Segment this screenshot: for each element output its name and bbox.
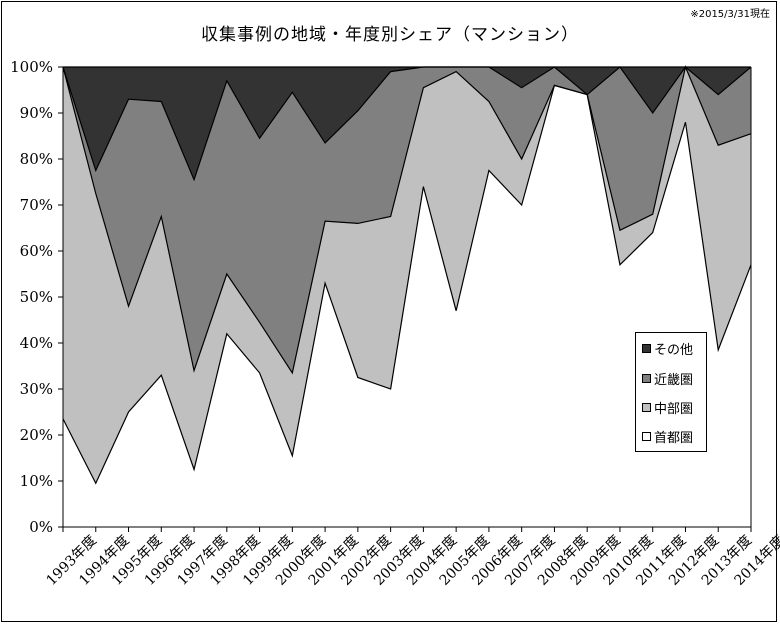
legend: その他 近畿圏 中部圏 首都圏 (635, 332, 707, 452)
y-tick-label: 50% (20, 288, 53, 306)
legend-item-kinki: 近畿圏 (642, 371, 694, 388)
area-4 (63, 67, 751, 180)
legend-swatch-kinki (642, 373, 651, 383)
y-tick-label: 70% (20, 196, 53, 214)
as-of-note: ※2015/3/31現在 (690, 9, 770, 20)
y-tick-label: 30% (20, 380, 53, 398)
area-boundary-1 (62, 84, 752, 485)
legend-label-kinki: 近畿圏 (654, 372, 694, 388)
legend-label-other: その他 (654, 342, 694, 358)
legend-item-other: その他 (642, 341, 694, 358)
area-boundary-2 (62, 65, 752, 375)
legend-label-shuto: 首都圏 (654, 430, 694, 446)
y-tick-label: 60% (20, 242, 53, 260)
legend-swatch-shuto (642, 431, 651, 441)
legend-label-chubu: 中部圏 (654, 401, 694, 417)
area-1 (63, 85, 751, 528)
chart-title: 収集事例の地域・年度別シェア（マンション） (201, 25, 579, 45)
area-3 (63, 67, 751, 373)
legend-item-shuto: 首都圏 (642, 429, 694, 446)
area-2 (63, 67, 751, 484)
y-tick-label: 40% (20, 334, 53, 352)
legend-swatch-other (642, 343, 651, 353)
y-tick-label: 80% (20, 150, 53, 168)
y-tick-label: 100% (10, 58, 53, 76)
legend-item-chubu: 中部圏 (642, 400, 694, 417)
area-boundary-3 (62, 66, 752, 182)
legend-swatch-chubu (642, 402, 651, 412)
y-tick-label: 10% (20, 472, 53, 490)
y-tick-label: 20% (20, 426, 53, 444)
y-tick-label: 0% (29, 518, 53, 536)
y-tick-label: 90% (20, 104, 53, 122)
